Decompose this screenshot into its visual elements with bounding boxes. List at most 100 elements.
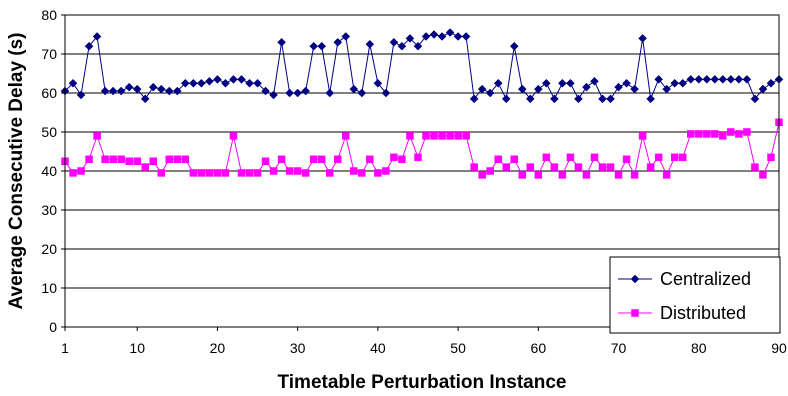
data-point-distributed <box>751 163 759 171</box>
x-tick-label: 30 <box>290 340 306 356</box>
data-point-centralized <box>509 41 519 51</box>
data-point-distributed <box>526 163 535 171</box>
data-point-distributed <box>703 130 711 138</box>
data-point-distributed <box>614 171 623 179</box>
data-point-centralized <box>493 78 503 88</box>
data-point-distributed <box>606 163 615 171</box>
data-point-distributed <box>735 130 743 138</box>
data-point-distributed <box>213 169 222 177</box>
legend-marker-centralized <box>630 274 640 284</box>
data-point-distributed <box>301 169 310 177</box>
data-point-centralized <box>670 78 680 88</box>
data-point-centralized <box>301 86 311 96</box>
data-point-distributed <box>662 171 671 179</box>
x-tick-label: 1 <box>61 340 69 356</box>
data-point-distributed <box>590 153 599 162</box>
data-point-centralized <box>654 74 664 84</box>
data-point-distributed <box>125 157 133 165</box>
data-point-centralized <box>694 74 704 84</box>
x-tick-label: 10 <box>129 340 145 356</box>
data-point-centralized <box>742 74 752 84</box>
data-point-centralized <box>253 78 262 88</box>
data-point-centralized <box>84 41 94 51</box>
data-point-distributed <box>382 167 390 175</box>
data-point-distributed <box>406 132 414 140</box>
data-point-centralized <box>237 74 246 84</box>
data-point-distributed <box>350 167 358 175</box>
data-point-distributed <box>558 171 567 179</box>
data-point-centralized <box>646 94 655 104</box>
series-line-centralized <box>64 31 780 101</box>
data-point-distributed <box>510 155 519 164</box>
data-point-distributed <box>598 163 607 171</box>
data-point-centralized <box>317 41 327 51</box>
data-point-centralized <box>525 94 535 104</box>
data-point-distributed <box>109 155 117 164</box>
data-point-centralized <box>550 94 559 104</box>
data-point-distributed <box>470 163 478 171</box>
y-tick-label: 80 <box>41 7 57 23</box>
data-point-distributed <box>478 171 486 179</box>
data-point-distributed <box>229 132 238 140</box>
data-point-centralized <box>156 84 166 94</box>
data-point-centralized <box>365 39 375 49</box>
data-point-centralized <box>734 74 744 84</box>
data-point-centralized <box>686 74 696 84</box>
data-point-distributed <box>85 155 93 164</box>
data-point-centralized <box>558 78 567 88</box>
data-point-centralized <box>261 86 270 96</box>
data-point-centralized <box>221 78 230 88</box>
data-point-distributed <box>77 167 85 175</box>
data-point-distributed <box>622 155 631 164</box>
x-tick-label: 80 <box>691 340 707 356</box>
data-point-distributed <box>438 132 446 140</box>
data-point-distributed <box>743 128 751 136</box>
data-point-distributed <box>149 157 157 165</box>
data-point-distributed <box>654 153 663 162</box>
y-tick-label: 10 <box>41 280 57 296</box>
data-point-distributed <box>221 169 230 177</box>
data-point-centralized <box>606 94 615 104</box>
x-axis-ticks: 1 10 20 30 40 50 60 70 80 90 <box>61 327 787 356</box>
data-point-distributed <box>582 171 591 179</box>
data-point-centralized <box>445 28 455 37</box>
data-point-distributed <box>293 167 302 175</box>
data-point-centralized <box>662 84 672 94</box>
legend-label-centralized: Centralized <box>660 269 751 289</box>
data-point-distributed <box>253 169 262 177</box>
legend-label-distributed: Distributed <box>660 303 746 323</box>
data-point-centralized <box>397 41 407 51</box>
data-point-distributed <box>670 153 679 162</box>
data-point-distributed <box>157 169 166 177</box>
legend-item-distributed: Distributed <box>618 303 746 323</box>
data-point-centralized <box>582 82 591 92</box>
data-point-distributed <box>261 157 270 165</box>
data-point-centralized <box>309 41 319 51</box>
data-point-distributed <box>165 155 174 164</box>
data-point-distributed <box>454 132 462 140</box>
data-point-distributed <box>398 155 406 164</box>
y-tick-label: 40 <box>41 163 57 179</box>
data-point-centralized <box>702 74 712 84</box>
data-point-distributed <box>446 132 454 140</box>
x-axis-title: Timetable Perturbation Instance <box>278 372 567 393</box>
data-point-distributed <box>638 132 647 140</box>
data-point-distributed <box>486 167 494 175</box>
data-point-centralized <box>140 94 150 104</box>
data-point-centralized <box>413 41 423 51</box>
data-point-centralized <box>164 86 174 96</box>
data-point-centralized <box>349 84 359 94</box>
data-point-distributed <box>277 155 286 164</box>
data-point-centralized <box>429 30 439 39</box>
data-point-centralized <box>437 32 447 41</box>
data-point-distributed <box>181 155 190 164</box>
data-point-centralized <box>469 94 479 104</box>
data-point-centralized <box>357 88 367 98</box>
data-point-centralized <box>477 84 487 94</box>
data-point-centralized <box>541 78 551 88</box>
data-point-centralized <box>189 78 198 88</box>
data-point-distributed <box>141 163 149 171</box>
legend: Centralized Distributed <box>609 256 781 334</box>
